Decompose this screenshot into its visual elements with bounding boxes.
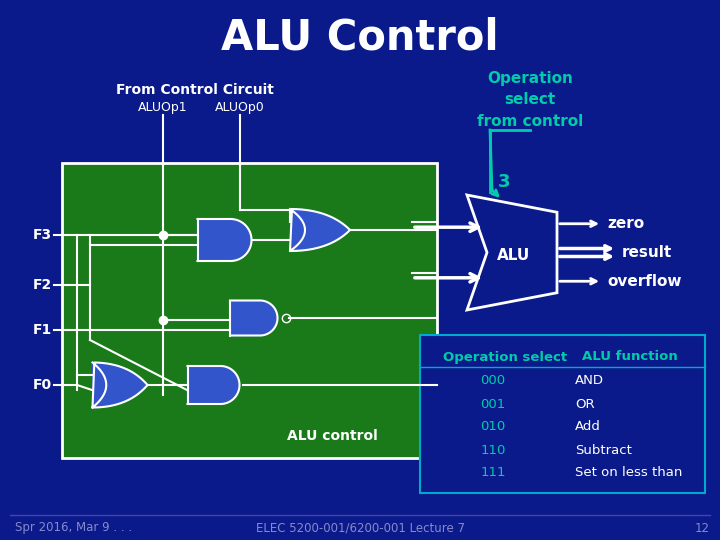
Text: Spr 2016, Mar 9 . . .: Spr 2016, Mar 9 . . . bbox=[15, 522, 132, 535]
Text: From Control Circuit: From Control Circuit bbox=[116, 83, 274, 97]
Text: 12: 12 bbox=[695, 522, 710, 535]
Text: F0: F0 bbox=[33, 378, 52, 392]
Polygon shape bbox=[92, 362, 148, 408]
Polygon shape bbox=[290, 209, 350, 251]
Text: 010: 010 bbox=[480, 421, 505, 434]
Text: overflow: overflow bbox=[607, 274, 682, 289]
Bar bbox=[420, 335, 705, 493]
Text: Operation
select
from control: Operation select from control bbox=[477, 71, 583, 129]
Text: 111: 111 bbox=[480, 467, 505, 480]
Polygon shape bbox=[187, 366, 240, 404]
Text: F3: F3 bbox=[33, 228, 52, 242]
Text: 3: 3 bbox=[498, 173, 510, 191]
Text: ALUOp1: ALUOp1 bbox=[138, 102, 188, 114]
Text: Add: Add bbox=[575, 421, 601, 434]
Text: OR: OR bbox=[575, 397, 595, 410]
Text: ALU: ALU bbox=[498, 248, 531, 263]
Polygon shape bbox=[197, 219, 251, 261]
Text: ALU control: ALU control bbox=[287, 429, 377, 443]
Text: F1: F1 bbox=[32, 323, 52, 337]
Text: zero: zero bbox=[607, 216, 644, 231]
Text: 000: 000 bbox=[480, 375, 505, 388]
Text: ALUOp0: ALUOp0 bbox=[215, 102, 265, 114]
Text: ALU Control: ALU Control bbox=[221, 17, 499, 59]
Text: ALU function: ALU function bbox=[582, 350, 678, 363]
Bar bbox=[62, 163, 437, 458]
Text: ELEC 5200-001/6200-001 Lecture 7: ELEC 5200-001/6200-001 Lecture 7 bbox=[256, 522, 464, 535]
Text: F2: F2 bbox=[32, 278, 52, 292]
Text: result: result bbox=[622, 245, 672, 260]
Text: Subtract: Subtract bbox=[575, 443, 632, 456]
Text: 001: 001 bbox=[480, 397, 505, 410]
Text: Operation select: Operation select bbox=[443, 350, 567, 363]
Polygon shape bbox=[467, 195, 557, 310]
Text: 110: 110 bbox=[480, 443, 505, 456]
Text: AND: AND bbox=[575, 375, 604, 388]
Text: Set on less than: Set on less than bbox=[575, 467, 683, 480]
Polygon shape bbox=[230, 300, 277, 335]
